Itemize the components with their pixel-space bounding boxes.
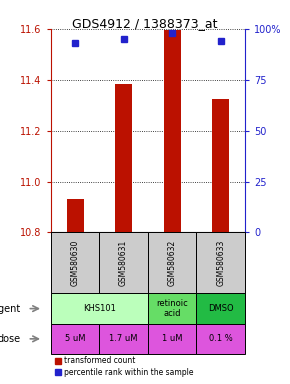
Text: 1 uM: 1 uM <box>162 334 182 343</box>
Bar <box>197 324 245 354</box>
Bar <box>197 293 245 324</box>
Text: 1.7 uM: 1.7 uM <box>109 334 138 343</box>
Bar <box>148 293 196 324</box>
Legend: transformed count, percentile rank within the sample: transformed count, percentile rank withi… <box>55 356 193 377</box>
Bar <box>197 232 245 293</box>
Bar <box>115 83 132 232</box>
Text: 5 uM: 5 uM <box>65 334 85 343</box>
Text: agent: agent <box>0 304 21 314</box>
Text: GDS4912 / 1388373_at: GDS4912 / 1388373_at <box>72 17 218 30</box>
Bar <box>212 99 229 232</box>
Text: dose: dose <box>0 334 21 344</box>
Bar <box>164 30 181 232</box>
Text: GSM580632: GSM580632 <box>168 240 177 286</box>
Bar <box>66 199 84 232</box>
Bar <box>99 324 148 354</box>
Text: 0.1 %: 0.1 % <box>209 334 233 343</box>
Bar <box>51 324 99 354</box>
Text: GSM580633: GSM580633 <box>216 240 225 286</box>
Bar <box>51 293 148 324</box>
Text: retinoic
acid: retinoic acid <box>156 299 188 318</box>
Bar <box>148 232 196 293</box>
Text: DMSO: DMSO <box>208 304 233 313</box>
Bar <box>148 324 196 354</box>
Bar <box>51 232 99 293</box>
Bar <box>99 232 148 293</box>
Text: GSM580630: GSM580630 <box>70 240 79 286</box>
Text: KHS101: KHS101 <box>83 304 116 313</box>
Text: GSM580631: GSM580631 <box>119 240 128 286</box>
